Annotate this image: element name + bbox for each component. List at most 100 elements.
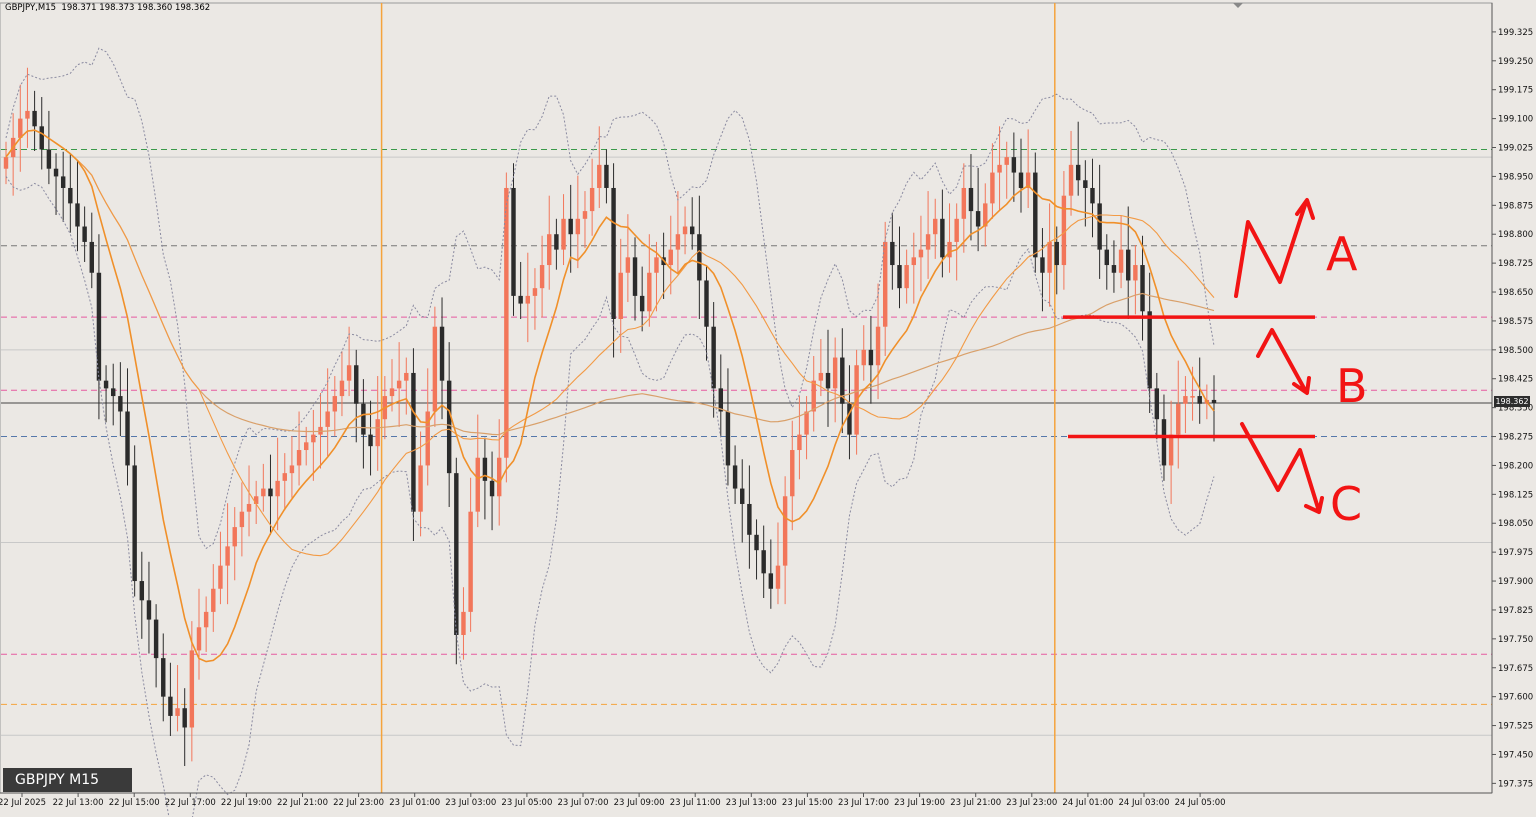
time-tick-label: 23 Jul 07:00 <box>558 798 609 808</box>
annotation-label: C <box>1330 477 1362 531</box>
bull-candle <box>954 218 959 242</box>
bull-candle <box>253 496 259 504</box>
bear-candle <box>32 110 37 127</box>
bear-candle <box>639 295 645 312</box>
bear-candle <box>554 234 559 250</box>
bull-candle <box>918 249 924 258</box>
bear-candle <box>725 411 731 466</box>
annotation-arrow-up <box>1234 198 1315 298</box>
bear-candle <box>1018 172 1024 188</box>
bull-candle <box>618 272 623 319</box>
bull-candle <box>18 118 23 138</box>
price-tick-label: 198.725 <box>1498 259 1533 269</box>
bull-candle <box>261 488 266 497</box>
bear-candle <box>747 503 752 535</box>
bear-candle <box>825 372 831 389</box>
bear-candle <box>718 388 724 412</box>
bull-candle <box>882 241 888 327</box>
bull-candle <box>296 450 302 466</box>
bull-candle <box>275 480 280 497</box>
price-tick-label: 198.125 <box>1498 490 1533 500</box>
bull-candle <box>832 357 838 389</box>
time-tick-label: 24 Jul 01:00 <box>1062 798 1113 808</box>
bear-candle <box>761 550 766 574</box>
time-tick-label: 23 Jul 23:00 <box>1006 798 1057 808</box>
bear-candle <box>768 573 774 589</box>
bear-candle <box>897 265 902 289</box>
time-tick-label: 23 Jul 21:00 <box>950 798 1001 808</box>
ma-200 <box>5 129 1215 436</box>
bull-candle <box>790 450 795 497</box>
bear-candle <box>632 257 638 296</box>
bear-candle <box>1011 157 1017 173</box>
bollinger-upper <box>5 47 1215 550</box>
bull-candle <box>983 203 988 227</box>
bull-candle <box>246 503 252 512</box>
bear-candle <box>511 187 516 296</box>
bear-candle <box>697 234 702 281</box>
bear-candle <box>68 187 73 204</box>
time-tick-label: 22 Jul 21:00 <box>277 798 328 808</box>
bull-candle <box>782 496 788 566</box>
bear-candle <box>1104 249 1109 266</box>
time-tick-label: 23 Jul 15:00 <box>782 798 833 808</box>
bear-candle <box>161 658 166 697</box>
symbol-badge: GBPJPY M15 <box>3 768 132 792</box>
bull-candle <box>303 442 309 451</box>
plot-area <box>0 2 1493 794</box>
bull-candle <box>811 380 816 412</box>
bear-candle <box>53 168 59 177</box>
price-tick-label: 197.900 <box>1498 577 1533 587</box>
bear-candle <box>689 226 695 235</box>
bear-candle <box>1161 419 1167 466</box>
ma-fast <box>5 129 1215 663</box>
bear-candle <box>968 187 974 212</box>
bear-candle <box>1097 203 1102 250</box>
bull-candle <box>396 380 402 389</box>
time-tick-label: 23 Jul 17:00 <box>838 798 889 808</box>
bull-candle <box>282 473 287 481</box>
bull-candle <box>904 265 909 289</box>
bear-candle <box>1054 241 1059 266</box>
bear-candle <box>75 203 80 227</box>
current-price-tag: 198.362 <box>1494 396 1530 407</box>
time-tick-label: 24 Jul 05:00 <box>1175 798 1226 808</box>
bull-candle <box>947 241 952 258</box>
bull-candle <box>375 419 380 447</box>
price-tick-label: 198.200 <box>1498 461 1533 471</box>
bull-candle <box>311 434 316 443</box>
bear-candle <box>840 357 845 404</box>
bear-candle <box>890 241 895 266</box>
bear-candle <box>1083 180 1088 188</box>
bear-candle <box>153 619 159 659</box>
bear-candle <box>60 176 66 188</box>
bull-candle <box>1004 157 1009 165</box>
bear-candle <box>1040 257 1045 273</box>
price-tick-label: 197.450 <box>1498 750 1533 760</box>
bull-candle <box>1068 164 1074 196</box>
price-tick-label: 199.025 <box>1498 144 1533 154</box>
price-tick-label: 198.275 <box>1498 433 1533 443</box>
bull-candle <box>668 249 673 266</box>
bear-candle <box>89 241 94 273</box>
ma-slow <box>5 129 1215 557</box>
bull-candle <box>196 627 202 651</box>
bear-candle <box>125 411 130 466</box>
bear-candle <box>446 380 452 474</box>
bull-candle <box>547 234 552 266</box>
price-tick-label: 199.175 <box>1498 86 1533 96</box>
bear-candle <box>1090 187 1095 204</box>
bear-candle <box>268 488 273 497</box>
bull-candle <box>775 565 781 589</box>
bear-candle <box>46 149 52 169</box>
bear-candle <box>103 380 109 389</box>
bull-candle <box>561 218 566 250</box>
price-tick-label: 197.975 <box>1498 548 1533 558</box>
bear-candle <box>489 480 495 497</box>
bear-candle <box>711 326 716 389</box>
bull-candle <box>418 465 423 512</box>
bear-candle <box>1111 265 1117 273</box>
bull-candle <box>1183 396 1188 404</box>
